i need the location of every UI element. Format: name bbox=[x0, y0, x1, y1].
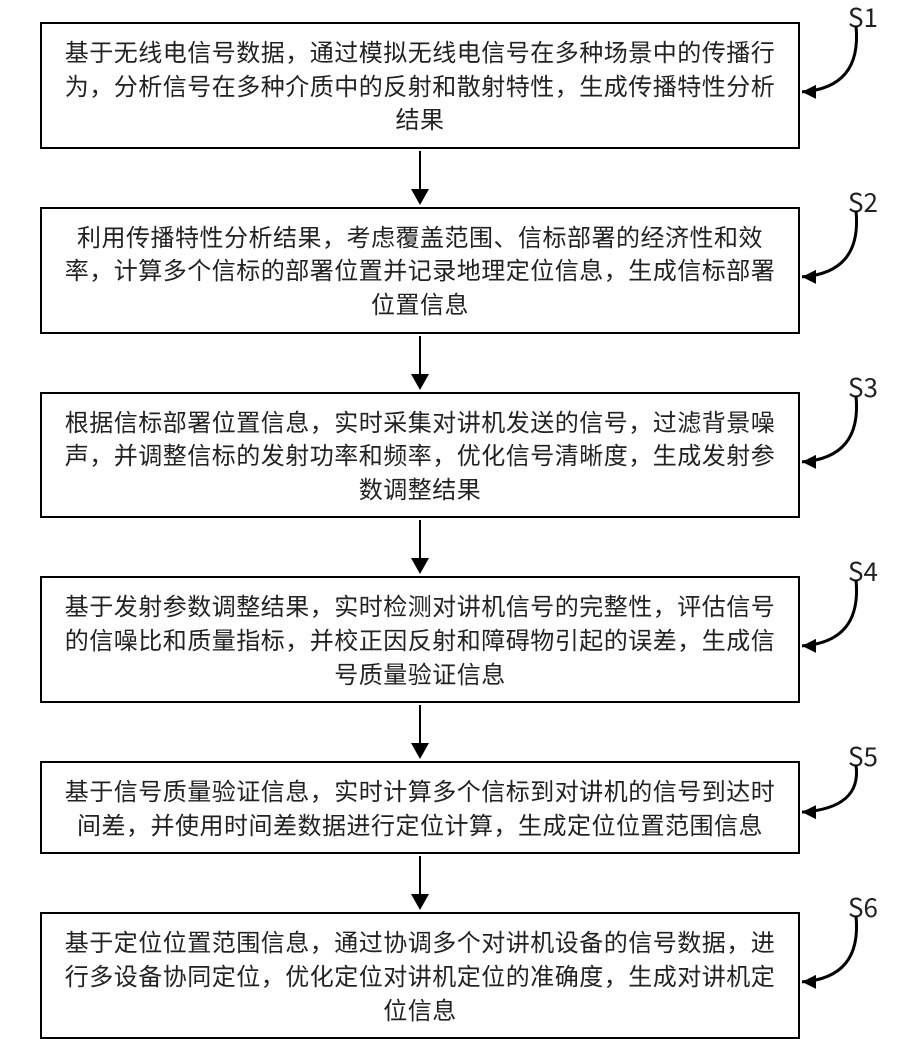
pointer-arrow-icon bbox=[792, 16, 876, 112]
step-label-text: S5 bbox=[848, 737, 878, 774]
step-text: 基于发射参数调整结果，实时检测对讲机信号的完整性，评估信号的信噪比和质量指标，并… bbox=[65, 587, 776, 689]
arrow-icon bbox=[419, 518, 421, 576]
step-s4: 基于发射参数调整结果，实时检测对讲机信号的完整性，评估信号的信噪比和质量指标，并… bbox=[40, 576, 800, 703]
step-s3: 根据信标部署位置信息，实时采集对讲机发送的信号，过滤背景噪声，并调整信标的发射功… bbox=[40, 392, 800, 519]
step-s6: 基于定位位置范围信息，通过协调多个对讲机设备的信号数据，进行多设备协同定位，优化… bbox=[40, 912, 800, 1039]
step-text: 根据信标部署位置信息，实时采集对讲机发送的信号，过滤背景噪声，并调整信标的发射功… bbox=[65, 403, 776, 505]
step-label-text: S6 bbox=[848, 888, 878, 925]
step-box: 根据信标部署位置信息，实时采集对讲机发送的信号，过滤背景噪声，并调整信标的发射功… bbox=[40, 392, 800, 519]
step-box: 基于发射参数调整结果，实时检测对讲机信号的完整性，评估信号的信噪比和质量指标，并… bbox=[40, 576, 800, 703]
step-label-text: S2 bbox=[848, 183, 878, 220]
step-box: 基于定位位置范围信息，通过协调多个对讲机设备的信号数据，进行多设备协同定位，优化… bbox=[40, 912, 800, 1039]
pointer-arrow-icon bbox=[792, 906, 876, 1002]
arrow-icon bbox=[419, 149, 421, 207]
step-text: 基于定位位置范围信息，通过协调多个对讲机设备的信号数据，进行多设备协同定位，优化… bbox=[65, 923, 776, 1025]
step-label-text: S4 bbox=[848, 552, 878, 589]
pointer-arrow-icon bbox=[792, 386, 876, 482]
step-box: 基于信号质量验证信息，实时计算多个信标到对讲机的信号到达时间差，并使用时间差数据… bbox=[40, 761, 800, 854]
step-text: 利用传播特性分析结果，考虑覆盖范围、信标部署的经济性和效率，计算多个信标的部署位… bbox=[65, 218, 776, 320]
step-box: 利用传播特性分析结果，考虑覆盖范围、信标部署的经济性和效率，计算多个信标的部署位… bbox=[40, 207, 800, 334]
pointer-arrow-icon bbox=[792, 201, 876, 297]
pointer-arrow-icon bbox=[792, 755, 876, 832]
arrow-icon bbox=[419, 334, 421, 392]
flowchart: 基于无线电信号数据，通过模拟无线电信号在多种场景中的传播行为，分析信号在多种介质… bbox=[40, 22, 800, 1039]
step-box: 基于无线电信号数据，通过模拟无线电信号在多种场景中的传播行为，分析信号在多种介质… bbox=[40, 22, 800, 149]
step-label-text: S3 bbox=[848, 368, 878, 405]
step-s2: 利用传播特性分析结果，考虑覆盖范围、信标部署的经济性和效率，计算多个信标的部署位… bbox=[40, 207, 800, 334]
step-s1: 基于无线电信号数据，通过模拟无线电信号在多种场景中的传播行为，分析信号在多种介质… bbox=[40, 22, 800, 149]
step-s5: 基于信号质量验证信息，实时计算多个信标到对讲机的信号到达时间差，并使用时间差数据… bbox=[40, 761, 800, 854]
step-text: 基于信号质量验证信息，实时计算多个信标到对讲机的信号到达时间差，并使用时间差数据… bbox=[65, 772, 776, 841]
step-label-text: S1 bbox=[848, 0, 878, 35]
arrow-icon bbox=[419, 854, 421, 912]
step-text: 基于无线电信号数据，通过模拟无线电信号在多种场景中的传播行为，分析信号在多种介质… bbox=[65, 33, 776, 135]
arrow-icon bbox=[419, 703, 421, 761]
pointer-arrow-icon bbox=[792, 570, 876, 666]
